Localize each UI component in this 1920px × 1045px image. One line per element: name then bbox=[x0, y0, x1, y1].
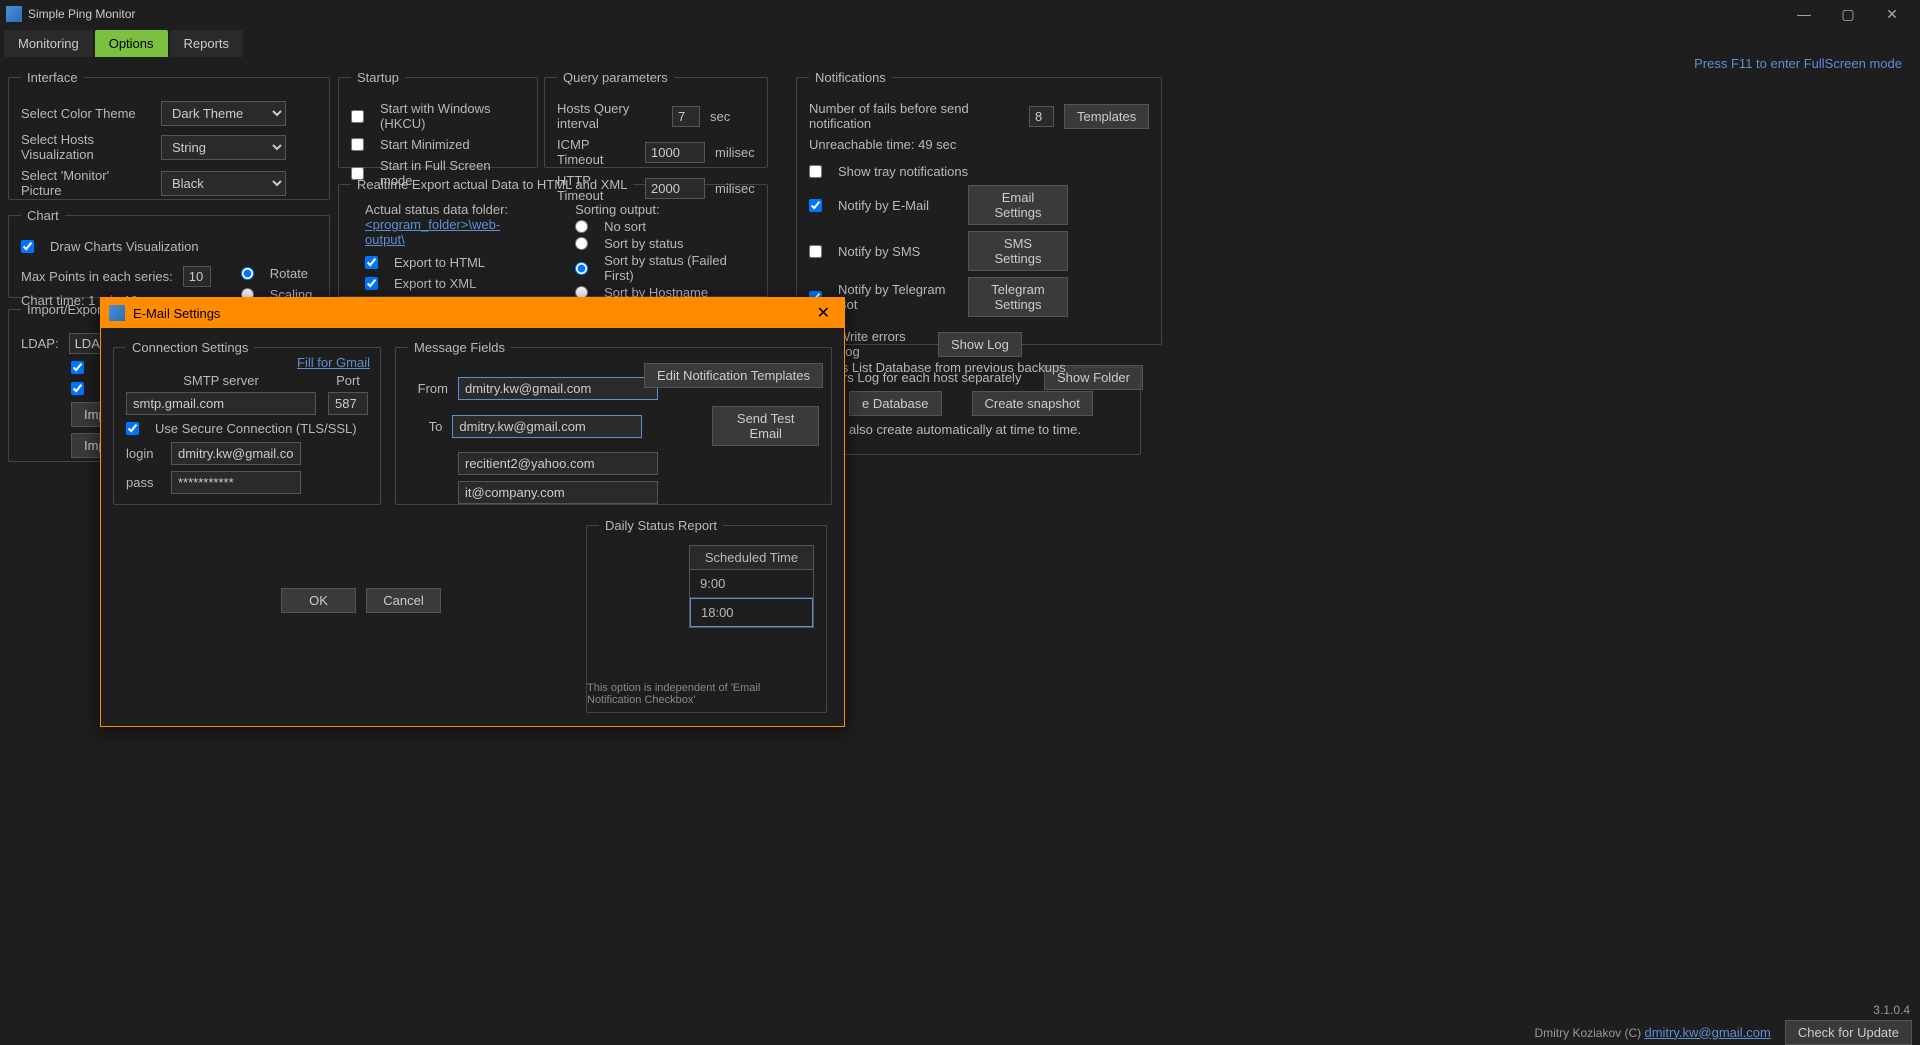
message-fields-group: Message Fields Edit Notification Templat… bbox=[395, 340, 832, 505]
fails-input[interactable] bbox=[1029, 106, 1054, 127]
max-points-input[interactable] bbox=[183, 266, 211, 287]
tab-options[interactable]: Options bbox=[95, 30, 168, 57]
chart-legend: Chart bbox=[21, 208, 65, 223]
export-xml-check[interactable] bbox=[365, 277, 378, 290]
backup-legend: Hosts List Database from previous backup… bbox=[809, 360, 1072, 375]
hosts-vis-label: Select Hosts Visualization bbox=[21, 132, 151, 162]
dialog-titlebar[interactable]: E-Mail Settings ✕ bbox=[101, 298, 844, 328]
window-title: Simple Ping Monitor bbox=[28, 7, 1782, 21]
send-test-button[interactable]: Send Test Email bbox=[712, 406, 819, 446]
email-settings-dialog: E-Mail Settings ✕ Connection Settings Fi… bbox=[100, 297, 845, 727]
folder-link[interactable]: <program_folder>\web-output\ bbox=[365, 217, 500, 247]
start-min-check[interactable] bbox=[351, 138, 364, 151]
maximize-button[interactable]: ▢ bbox=[1826, 0, 1870, 28]
notifications-legend: Notifications bbox=[809, 70, 892, 85]
icmp-timeout-input[interactable] bbox=[645, 142, 705, 163]
dialog-icon bbox=[109, 305, 125, 321]
tab-bar: Monitoring Options Reports bbox=[0, 28, 1920, 58]
fullscreen-hint: Press F11 to enter FullScreen mode bbox=[1694, 56, 1902, 71]
daily-legend: Daily Status Report bbox=[599, 518, 723, 533]
show-tray-check[interactable] bbox=[809, 165, 822, 178]
color-theme-select[interactable]: Dark Theme bbox=[161, 101, 286, 126]
try-check[interactable] bbox=[71, 382, 84, 395]
create-snapshot-button[interactable]: Create snapshot bbox=[972, 391, 1093, 416]
nosort-radio[interactable] bbox=[575, 220, 588, 233]
unreachable-label: Unreachable time: 49 sec bbox=[809, 137, 956, 152]
http-timeout-input[interactable] bbox=[645, 178, 705, 199]
telegram-settings-button[interactable]: Telegram Settings bbox=[968, 277, 1068, 317]
startup-group: Startup Start with Windows (HKCU) Start … bbox=[338, 70, 538, 168]
check-update-button[interactable]: Check for Update bbox=[1785, 1020, 1912, 1045]
to-input-3[interactable] bbox=[458, 481, 658, 504]
rotate-label: Rotate bbox=[270, 266, 308, 281]
rotate-radio[interactable] bbox=[241, 267, 254, 280]
daily-note: This option is independent of 'Email Not… bbox=[587, 682, 816, 706]
ldap-label: LDAP: bbox=[21, 336, 59, 351]
query-params-group: Query parameters Hosts Query intervalsec… bbox=[544, 70, 768, 168]
bystatus-radio[interactable] bbox=[575, 237, 588, 250]
port-input[interactable] bbox=[328, 392, 368, 415]
app-icon bbox=[6, 6, 22, 22]
pass-input[interactable] bbox=[171, 471, 301, 494]
smtp-input[interactable] bbox=[126, 392, 316, 415]
secure-check[interactable] bbox=[126, 422, 139, 435]
interface-legend: Interface bbox=[21, 70, 84, 85]
author-email-link[interactable]: dmitry.kw@gmail.com bbox=[1644, 1025, 1770, 1040]
schedule-table: Scheduled Time 9:00 18:00 bbox=[689, 545, 814, 628]
sms-settings-button[interactable]: SMS Settings bbox=[968, 231, 1068, 271]
connection-legend: Connection Settings bbox=[126, 340, 254, 355]
to-input-2[interactable] bbox=[458, 452, 658, 475]
draw-charts-check[interactable] bbox=[21, 240, 34, 253]
login-input[interactable] bbox=[171, 442, 301, 465]
email-settings-button[interactable]: Email Settings bbox=[968, 185, 1068, 225]
monitor-pic-select[interactable]: Black bbox=[161, 171, 286, 196]
draw-charts-label: Draw Charts Visualization bbox=[50, 239, 199, 254]
sched-row-2[interactable]: 18:00 bbox=[690, 598, 813, 627]
max-points-label: Max Points in each series: bbox=[21, 269, 173, 284]
message-legend: Message Fields bbox=[408, 340, 511, 355]
inc-check[interactable] bbox=[71, 361, 84, 374]
notify-email-check[interactable] bbox=[809, 199, 822, 212]
status-bar: 3.1.0.4 Dmitry Koziakov (C) dmitry.kw@gm… bbox=[0, 1019, 1920, 1045]
minimize-button[interactable]: — bbox=[1782, 0, 1826, 28]
startup-legend: Startup bbox=[351, 70, 405, 85]
bystatus-failed-radio[interactable] bbox=[575, 262, 588, 275]
hosts-vis-select[interactable]: String bbox=[161, 135, 286, 160]
cancel-button[interactable]: Cancel bbox=[366, 588, 441, 613]
ok-button[interactable]: OK bbox=[281, 588, 356, 613]
sched-row-1[interactable]: 9:00 bbox=[690, 570, 813, 598]
tab-reports[interactable]: Reports bbox=[170, 30, 244, 57]
interface-group: Interface Select Color Theme Dark Theme … bbox=[8, 70, 330, 200]
titlebar: Simple Ping Monitor — ▢ ✕ bbox=[0, 0, 1920, 28]
tab-monitoring[interactable]: Monitoring bbox=[4, 30, 93, 57]
to-input-1[interactable] bbox=[452, 415, 642, 438]
monitor-pic-label: Select 'Monitor' Picture bbox=[21, 168, 151, 198]
author-label: Dmitry Koziakov (C) dmitry.kw@gmail.com bbox=[1534, 1025, 1770, 1040]
version-label: 3.1.0.4 bbox=[1873, 1003, 1910, 1017]
color-theme-label: Select Color Theme bbox=[21, 106, 151, 121]
database-button[interactable]: e Database bbox=[849, 391, 942, 416]
backup-group: Hosts List Database from previous backup… bbox=[796, 360, 1141, 455]
show-log-button[interactable]: Show Log bbox=[938, 332, 1022, 357]
export-html-check[interactable] bbox=[365, 256, 378, 269]
dialog-title: E-Mail Settings bbox=[133, 306, 811, 321]
notifications-group: Notifications Number of fails before sen… bbox=[796, 70, 1162, 345]
chart-group: Chart Draw Charts Visualization Max Poin… bbox=[8, 208, 330, 298]
query-legend: Query parameters bbox=[557, 70, 674, 85]
dialog-close-button[interactable]: ✕ bbox=[811, 303, 836, 323]
sched-header: Scheduled Time bbox=[690, 546, 813, 570]
from-input[interactable] bbox=[458, 377, 658, 400]
daily-report-group: Daily Status Report Scheduled Time 9:00 … bbox=[586, 518, 827, 713]
connection-group: Connection Settings Fill for Gmail SMTP … bbox=[113, 340, 381, 505]
hosts-interval-input[interactable] bbox=[672, 106, 700, 127]
folder-label: Actual status data folder: bbox=[365, 202, 535, 217]
notify-sms-check[interactable] bbox=[809, 245, 822, 258]
templates-button[interactable]: Templates bbox=[1064, 104, 1149, 129]
edit-templates-button[interactable]: Edit Notification Templates bbox=[644, 363, 823, 388]
sorting-label: Sorting output: bbox=[575, 202, 755, 217]
close-button[interactable]: ✕ bbox=[1870, 0, 1914, 28]
start-windows-check[interactable] bbox=[351, 110, 364, 123]
fill-gmail-link[interactable]: Fill for Gmail bbox=[297, 355, 370, 370]
